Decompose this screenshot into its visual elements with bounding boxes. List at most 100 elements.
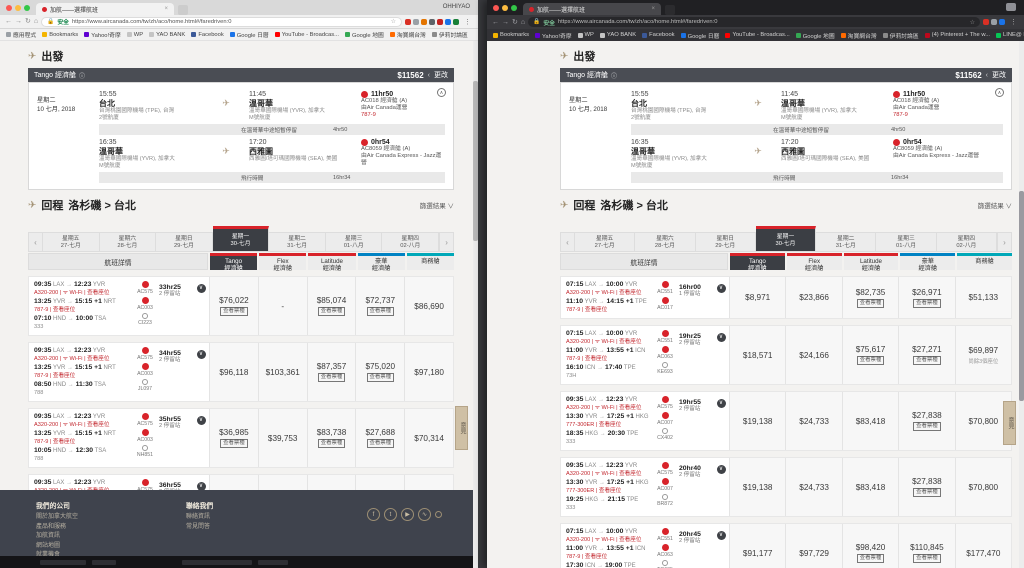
fare-price-cell[interactable]: $19,138 xyxy=(729,458,786,516)
zoom-window-icon[interactable] xyxy=(24,4,30,11)
fare-price-cell[interactable]: $177,470 xyxy=(954,524,1012,568)
window-controls[interactable] xyxy=(0,4,36,11)
expand-row-chevron-icon[interactable]: ∨ xyxy=(196,482,206,491)
segment-details-links[interactable]: 787-9 | 查看座位 xyxy=(566,356,608,362)
bookmark-item[interactable]: YouTube - Broadcas... xyxy=(725,32,790,38)
date-tab[interactable]: 星期五 27-七月 xyxy=(575,232,636,252)
segment-details-links[interactable]: 777-300ER | 查看座位 xyxy=(566,422,622,428)
view-fares-button[interactable]: 查看票種 xyxy=(366,439,395,448)
segment-details-links[interactable]: 787-9 | 查看座位 xyxy=(566,554,608,560)
minimize-window-icon[interactable] xyxy=(502,4,508,11)
new-tab-button[interactable] xyxy=(665,5,675,15)
date-tab[interactable]: 星期四 02-八月 xyxy=(936,232,997,252)
chrome-menu-icon[interactable]: ⋮ xyxy=(1010,19,1017,26)
fare-price-cell[interactable]: $24,166 xyxy=(785,326,842,384)
fare-column-header[interactable]: Latitude 經濟艙 xyxy=(308,253,356,272)
forward-icon[interactable]: → xyxy=(15,18,22,25)
bookmark-item[interactable]: Bookmarks xyxy=(493,32,529,38)
view-fares-button[interactable]: 查看票種 xyxy=(913,488,941,497)
close-window-icon[interactable] xyxy=(493,4,499,11)
segment-details-links[interactable]: A320-200 | ᯤ Wi-Fi | 查看座位 xyxy=(566,471,642,477)
fare-column-header[interactable]: 商務艙 xyxy=(957,253,1012,270)
fare-price-cell[interactable]: $110,845 查看票種 xyxy=(898,524,955,568)
change-link[interactable]: 更改 xyxy=(992,72,1006,79)
expand-row-chevron-icon[interactable]: ∨ xyxy=(716,333,726,342)
fare-price-cell[interactable]: $39,753 xyxy=(257,409,307,467)
new-tab-button[interactable] xyxy=(178,5,188,15)
bookmark-item[interactable]: YouTube - Broadcas... xyxy=(274,32,339,38)
expand-row-chevron-icon[interactable]: ∨ xyxy=(716,465,726,474)
segment-details-links[interactable]: 787-9 | 查看座位 xyxy=(566,307,608,313)
fare-price-cell[interactable]: $70,800 xyxy=(954,392,1012,450)
zoom-window-icon[interactable] xyxy=(511,4,517,11)
fare-column-header[interactable]: 豪華 經濟艙 xyxy=(357,253,405,272)
home-icon[interactable]: ⌂ xyxy=(33,18,39,25)
bookmark-item[interactable]: WP xyxy=(126,32,143,38)
bookmark-item[interactable]: Bookmarks xyxy=(42,32,78,38)
view-fares-button[interactable]: 查看票種 xyxy=(913,554,941,563)
segment-details-links[interactable]: A320-200 | ᯤ Wi-Fi | 查看座位 xyxy=(566,339,642,345)
extension-icon[interactable] xyxy=(445,18,451,25)
fare-price-cell[interactable]: $96,118 xyxy=(209,343,258,401)
share-icon[interactable] xyxy=(435,511,442,518)
fare-price-cell[interactable]: $27,688 查看票種 xyxy=(355,409,405,467)
footer-link[interactable]: 常見問答 xyxy=(186,523,211,530)
change-link[interactable]: 更改 xyxy=(434,72,448,79)
fare-price-cell[interactable]: $83,738 查看票種 xyxy=(306,409,356,467)
expand-row-chevron-icon[interactable]: ∨ xyxy=(196,284,206,293)
close-window-icon[interactable] xyxy=(6,4,12,11)
address-bar[interactable]: 🔒 安全 https://www.aircanada.com/tw/zh/aco… xyxy=(41,16,402,27)
bookmark-item[interactable]: 伊莉討論區 xyxy=(882,31,919,40)
collapse-flight-details-icon[interactable]: ∧ xyxy=(437,88,446,97)
fare-price-cell[interactable]: $27,838 查看票種 xyxy=(898,458,955,516)
fare-price-cell[interactable]: $70,314 xyxy=(404,409,453,467)
youtube-icon[interactable]: ▶ xyxy=(401,508,414,521)
fare-column-header[interactable]: Flex 經濟艙 xyxy=(786,253,842,272)
fare-price-cell[interactable]: $24,733 xyxy=(785,392,842,450)
feedback-tab[interactable]: 意見 xyxy=(1003,401,1016,445)
segment-details-links[interactable]: A320-200 | ᯤ Wi-Fi | 查看座位 xyxy=(566,290,642,296)
view-fares-button[interactable]: 查看票種 xyxy=(366,307,395,316)
fare-price-cell[interactable]: $91,177 xyxy=(729,524,786,568)
fare-column-header[interactable]: 豪華 經濟艙 xyxy=(900,253,956,272)
extension-icon[interactable] xyxy=(437,18,443,25)
footer-link[interactable]: 加航資訊 xyxy=(36,533,61,539)
extension-icon[interactable] xyxy=(999,19,1005,25)
browser-tab[interactable]: 加航——選擇航班 × xyxy=(36,3,174,15)
bookmark-item[interactable]: 淘寶網台灣 xyxy=(389,30,426,39)
view-fares-button[interactable]: 查看票種 xyxy=(220,307,248,316)
fare-price-cell[interactable]: $82,735 查看票種 xyxy=(841,277,899,318)
extension-icon[interactable] xyxy=(421,18,427,25)
date-tab[interactable]: 星期六 28-七月 xyxy=(99,232,157,252)
address-bar[interactable]: 🔒 安全 https://www.aircanada.com/tw/zh/aco… xyxy=(528,17,980,27)
bookmark-item[interactable]: Google 日曆 xyxy=(680,31,719,40)
fare-price-cell[interactable]: $51,133 xyxy=(954,277,1012,318)
expand-row-chevron-icon[interactable]: ∨ xyxy=(196,416,206,425)
view-fares-button[interactable]: 查看票種 xyxy=(913,422,941,431)
fare-column-header[interactable]: Tango 經濟艙 xyxy=(730,253,785,272)
bookmark-item[interactable]: Google 地圖 xyxy=(344,30,384,39)
fare-price-cell[interactable]: $8,971 xyxy=(729,277,786,318)
scrollbar[interactable] xyxy=(473,41,478,568)
forward-icon[interactable]: → xyxy=(502,18,509,26)
view-fares-button[interactable]: 查看票種 xyxy=(220,439,248,448)
footer-link[interactable]: 聯絡資訊 xyxy=(186,514,211,520)
aircraft-type-link[interactable]: 787-9 xyxy=(893,112,908,118)
fare-price-cell[interactable]: $27,271 查看票種 xyxy=(898,326,955,384)
date-tab[interactable]: 星期日 29-七月 xyxy=(695,232,756,252)
segment-details-links[interactable]: A320-200 | ᯤ Wi-Fi | 查看座位 xyxy=(34,290,110,296)
footer-link[interactable]: 就業機會 xyxy=(36,552,61,558)
date-tab[interactable]: 星期二 31-七月 xyxy=(816,232,877,252)
next-dates-arrow[interactable]: › xyxy=(439,232,455,252)
fare-price-cell[interactable]: $24,733 xyxy=(785,458,842,516)
bookmark-item[interactable]: Facebook xyxy=(191,32,224,38)
bookmark-item[interactable]: Yahoo!奇摩 xyxy=(84,30,121,39)
expand-row-chevron-icon[interactable]: ∨ xyxy=(716,399,726,408)
profile-name[interactable]: OHHIYAO xyxy=(442,4,470,10)
close-tab-icon[interactable]: × xyxy=(651,6,655,12)
bookmark-item[interactable]: (4) Pinterest + The w... xyxy=(924,32,990,38)
segment-details-links[interactable]: 777-300ER | 查看座位 xyxy=(566,488,622,494)
view-fares-button[interactable]: 查看票種 xyxy=(366,373,395,382)
fare-price-cell[interactable]: $98,420 查看票種 xyxy=(841,524,899,568)
view-fares-button[interactable]: 查看票種 xyxy=(913,298,941,308)
